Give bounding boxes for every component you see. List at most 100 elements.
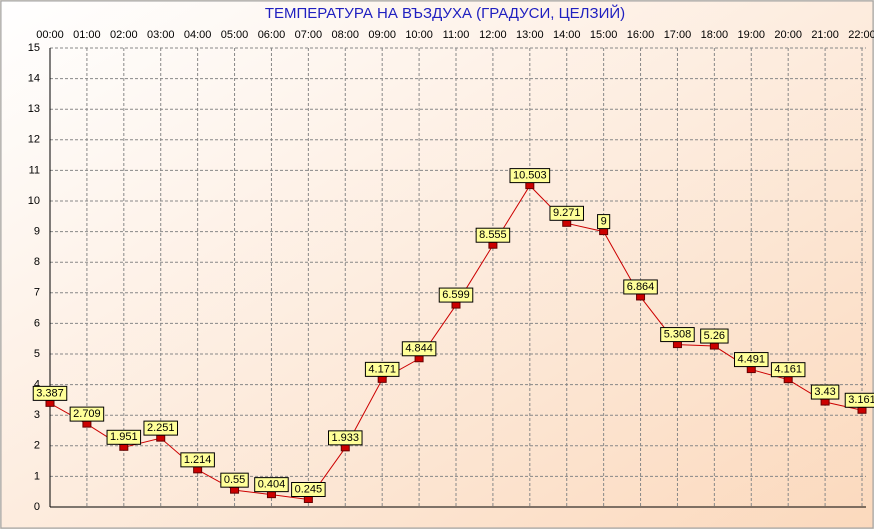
value-label-box bbox=[623, 279, 658, 295]
x-tick-label: 10:00 bbox=[405, 29, 433, 41]
x-tick-label: 12:00 bbox=[479, 29, 507, 41]
value-label-box bbox=[291, 482, 326, 498]
data-point bbox=[230, 486, 240, 494]
value-label-box bbox=[69, 406, 105, 422]
data-point bbox=[857, 406, 867, 414]
x-tick-label: 02:00 bbox=[110, 29, 138, 41]
value-label: 10.503 bbox=[513, 170, 547, 182]
value-label: 3.43 bbox=[814, 386, 835, 398]
value-label: 3.387 bbox=[36, 387, 64, 399]
data-point bbox=[636, 293, 646, 301]
value-label-box bbox=[143, 420, 178, 436]
value-label-box bbox=[549, 205, 584, 221]
value-label-box bbox=[844, 392, 874, 408]
x-tick-label: 06:00 bbox=[258, 29, 286, 41]
value-label: 6.599 bbox=[442, 289, 470, 301]
y-tick-label: 5 bbox=[34, 348, 40, 360]
x-tick-label: 04:00 bbox=[184, 29, 212, 41]
value-label: 4.844 bbox=[405, 343, 433, 355]
value-label-box bbox=[660, 327, 695, 343]
value-label-box bbox=[401, 341, 437, 357]
y-tick-label: 2 bbox=[34, 440, 40, 452]
chart-title: ТЕМПЕРАТУРА НА ВЪЗДУХА (ГРАДУСИ, ЦЕЛЗИЙ) bbox=[265, 4, 625, 22]
y-tick-label: 11 bbox=[29, 164, 40, 176]
x-tick-label: 11:00 bbox=[443, 29, 470, 41]
value-label: 5.308 bbox=[664, 328, 692, 340]
y-tick-label: 9 bbox=[34, 226, 40, 238]
value-label: 0.245 bbox=[295, 483, 323, 495]
value-label: 1.214 bbox=[184, 454, 212, 466]
x-tick-label: 19:00 bbox=[738, 29, 766, 41]
value-label: 4.171 bbox=[368, 363, 396, 375]
y-tick-label: 7 bbox=[34, 287, 40, 299]
data-point bbox=[119, 443, 129, 451]
y-tick-label: 14 bbox=[28, 73, 40, 85]
value-label: 9 bbox=[601, 216, 607, 228]
x-tick-label: 21:00 bbox=[811, 29, 839, 41]
data-point bbox=[709, 342, 719, 350]
y-tick-label: 0 bbox=[34, 501, 40, 513]
y-tick-label: 13 bbox=[28, 103, 40, 115]
y-tick-label: 10 bbox=[28, 195, 40, 207]
data-point bbox=[820, 398, 830, 406]
x-tick-label: 07:00 bbox=[295, 29, 323, 41]
value-label: 4.491 bbox=[738, 353, 766, 365]
data-point bbox=[156, 434, 166, 442]
x-tick-label: 14:00 bbox=[553, 29, 581, 41]
value-label-box bbox=[220, 472, 249, 488]
x-tick-label: 16:00 bbox=[627, 29, 655, 41]
value-label-box bbox=[32, 385, 68, 401]
data-point bbox=[451, 301, 461, 309]
y-tick-label: 1 bbox=[34, 470, 40, 482]
data-point bbox=[672, 341, 682, 349]
data-point bbox=[562, 219, 572, 227]
y-tick-label: 15 bbox=[28, 42, 40, 54]
value-label-box bbox=[509, 168, 551, 184]
y-tick-label: 3 bbox=[34, 409, 40, 421]
value-label-box bbox=[734, 352, 769, 368]
value-label: 6.864 bbox=[627, 281, 655, 293]
x-tick-label: 22:00 bbox=[848, 29, 874, 41]
value-label-box bbox=[597, 214, 611, 230]
value-label-box bbox=[700, 328, 729, 344]
value-label: 8.555 bbox=[479, 229, 507, 241]
data-point bbox=[377, 375, 387, 383]
data-point bbox=[82, 420, 92, 428]
data-point bbox=[340, 444, 350, 452]
data-point bbox=[45, 399, 55, 407]
x-tick-label: 08:00 bbox=[332, 29, 360, 41]
data-point bbox=[599, 228, 609, 236]
x-tick-label: 15:00 bbox=[590, 29, 618, 41]
value-label-box bbox=[810, 384, 840, 400]
value-label: 0.55 bbox=[224, 474, 245, 486]
y-tick-label: 4 bbox=[34, 379, 40, 391]
x-tick-label: 20:00 bbox=[774, 29, 802, 41]
x-tick-label: 17:00 bbox=[664, 29, 692, 41]
data-point bbox=[783, 376, 793, 384]
x-tick-label: 09:00 bbox=[368, 29, 396, 41]
y-tick-label: 6 bbox=[34, 317, 40, 329]
value-label-box bbox=[438, 287, 474, 303]
value-label: 2.251 bbox=[147, 422, 175, 434]
data-point bbox=[746, 366, 756, 374]
x-tick-label: 05:00 bbox=[221, 29, 249, 41]
data-point bbox=[488, 241, 498, 249]
data-point bbox=[303, 496, 313, 504]
value-label-box bbox=[254, 477, 289, 493]
y-tick-label: 8 bbox=[34, 256, 40, 268]
x-tick-label: 18:00 bbox=[701, 29, 729, 41]
value-label-box bbox=[475, 227, 511, 243]
y-tick-label: 12 bbox=[28, 134, 40, 146]
x-tick-label: 00:00 bbox=[36, 29, 64, 41]
value-label: 0.404 bbox=[258, 479, 286, 491]
value-label: 4.161 bbox=[774, 364, 802, 376]
x-tick-label: 13:00 bbox=[516, 29, 544, 41]
value-label: 9.271 bbox=[553, 207, 581, 219]
x-tick-label: 03:00 bbox=[147, 29, 175, 41]
value-label-box bbox=[180, 452, 215, 468]
grid bbox=[49, 47, 866, 508]
value-label: 2.709 bbox=[73, 408, 101, 420]
value-label: 1.933 bbox=[332, 432, 360, 444]
